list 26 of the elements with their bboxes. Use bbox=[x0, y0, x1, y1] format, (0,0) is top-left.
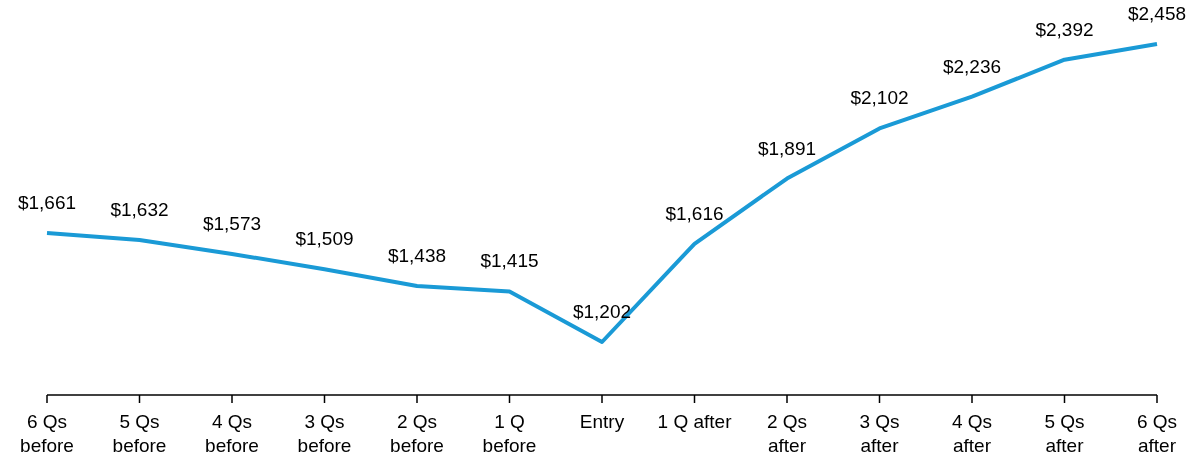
data-label: $2,102 bbox=[850, 87, 909, 109]
x-tick-label: 6 Qs before bbox=[20, 411, 74, 456]
data-label: $1,891 bbox=[757, 137, 817, 159]
x-tick-label: 3 Qs after bbox=[859, 411, 900, 456]
x-tick-label: 4 Qs after bbox=[951, 411, 993, 456]
x-tick-label: 2 Qs after bbox=[766, 411, 808, 456]
data-label: $2,392 bbox=[1035, 18, 1094, 40]
data-label: $1,415 bbox=[480, 250, 539, 272]
data-label: $1,202 bbox=[572, 301, 632, 322]
x-tick-label: 1 Q after bbox=[657, 411, 733, 432]
data-label: $1,509 bbox=[295, 228, 354, 250]
data-label: $1,632 bbox=[110, 198, 169, 220]
x-tick-label: 6 Qs after bbox=[1136, 411, 1178, 456]
data-label: $2,236 bbox=[942, 55, 1002, 77]
data-label: $1,661 bbox=[17, 192, 77, 214]
x-tick-label: 4 Qs before bbox=[205, 411, 259, 456]
data-label: $1,616 bbox=[665, 202, 724, 224]
data-label: $1,573 bbox=[202, 212, 262, 234]
x-tick-label: 2 Qs before bbox=[390, 411, 444, 456]
x-tick-label: 1 Q before bbox=[482, 411, 537, 456]
data-label: $1,438 bbox=[387, 245, 447, 267]
x-tick-label: 3 Qs before bbox=[297, 411, 352, 456]
x-tick-label: 5 Qs before bbox=[112, 411, 167, 456]
x-tick-label: Entry bbox=[579, 411, 625, 432]
data-label: $2,458 bbox=[1127, 3, 1187, 24]
x-tick-label: 5 Qs after bbox=[1044, 411, 1085, 456]
